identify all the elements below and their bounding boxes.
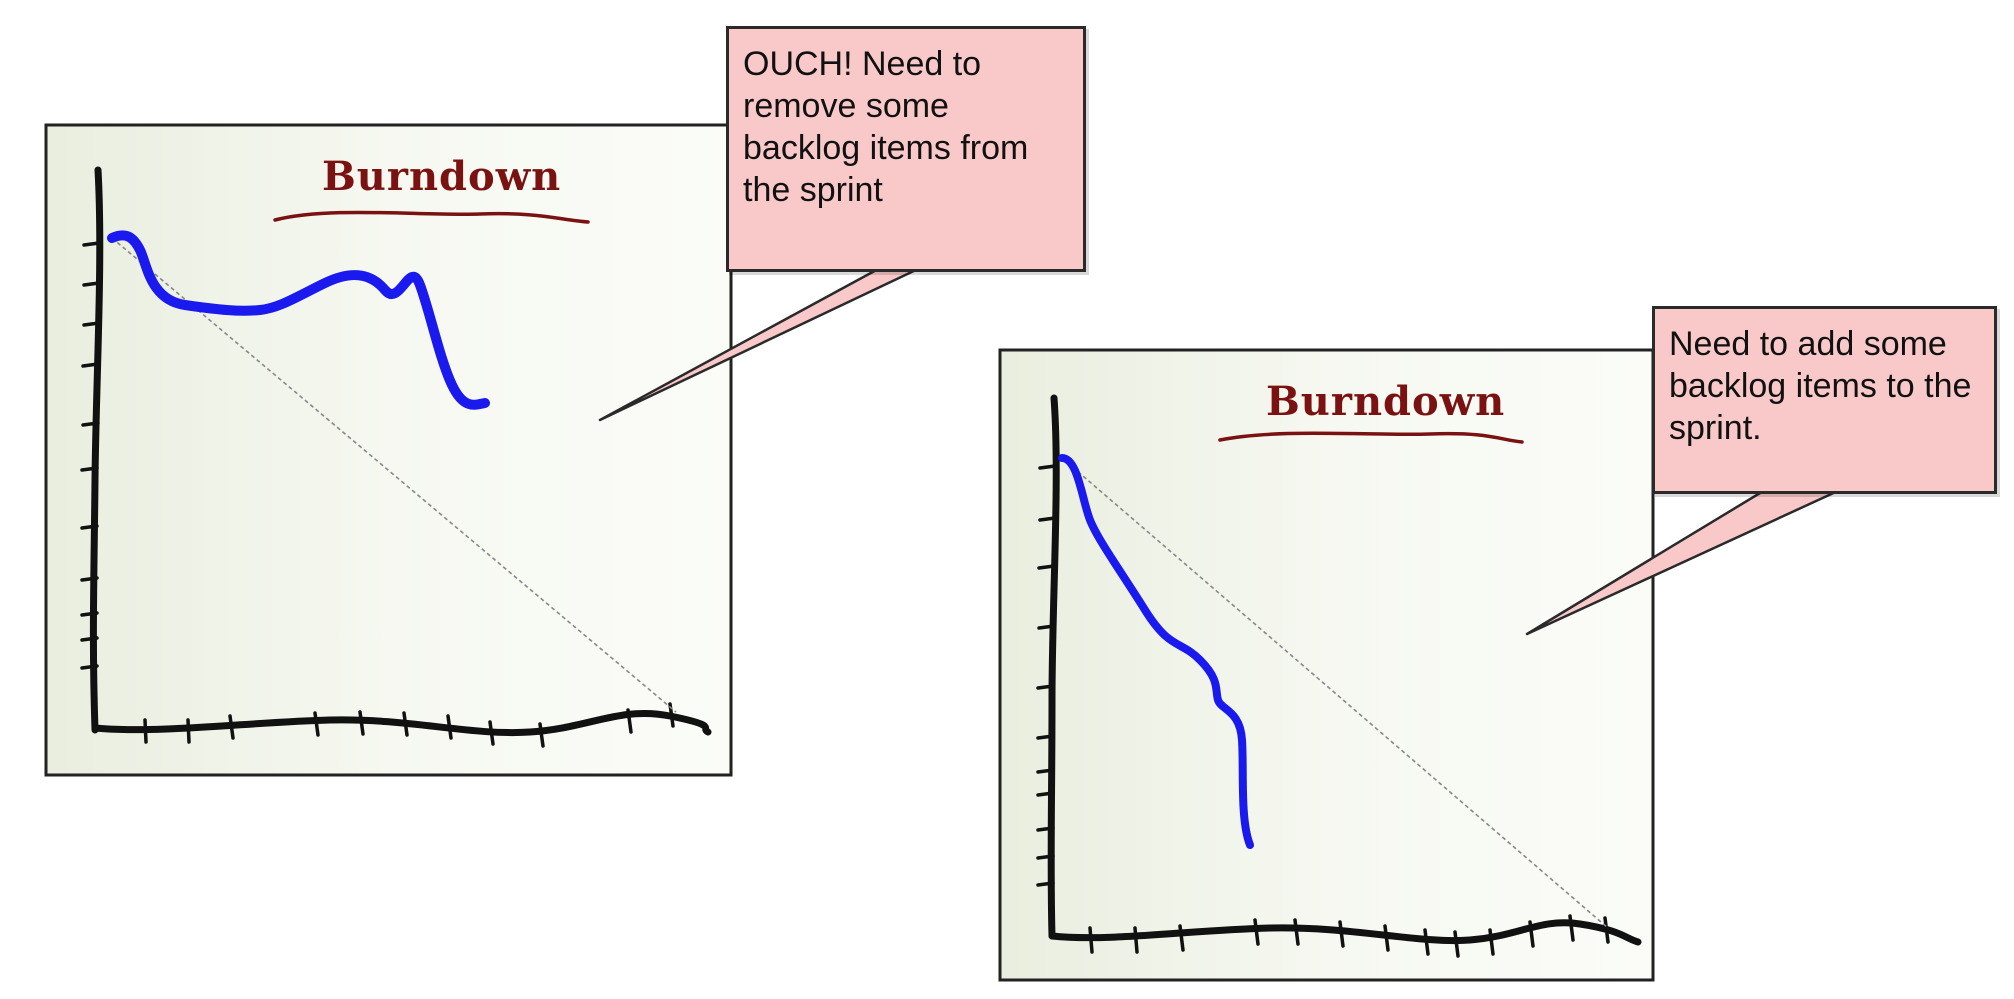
panel-left-ideal-line <box>111 237 677 713</box>
panel-left-burndown-line <box>107 230 490 410</box>
panel-right-burndown-line <box>1058 454 1254 849</box>
panel-left-title: Burndown <box>322 153 561 200</box>
panel-left: Burndown <box>44 123 922 777</box>
panel-left-x-ticks <box>143 702 675 748</box>
panel-left-y-ticks <box>80 241 101 670</box>
panel-left-y-axis <box>89 166 104 734</box>
callout-right: Need to add some backlog items to the sp… <box>1652 306 1997 494</box>
callout-left: OUCH! Need to remove some backlog items … <box>726 26 1086 272</box>
panel-right-title: Burndown <box>1266 378 1505 425</box>
panel-right-y-axis <box>1047 394 1060 940</box>
panel-right-x-ticks <box>1088 914 1610 958</box>
panel-right-x-axis <box>1048 919 1642 946</box>
panel-left-title-underline <box>273 210 590 224</box>
panel-right: Burndown <box>998 348 1842 982</box>
panel-left-frame <box>44 123 733 777</box>
panel-right-title-underline <box>1218 431 1524 444</box>
panel-right-ideal-line <box>1061 457 1609 929</box>
panel-right-y-ticks <box>1036 464 1057 887</box>
panel-right-frame <box>998 348 1655 982</box>
